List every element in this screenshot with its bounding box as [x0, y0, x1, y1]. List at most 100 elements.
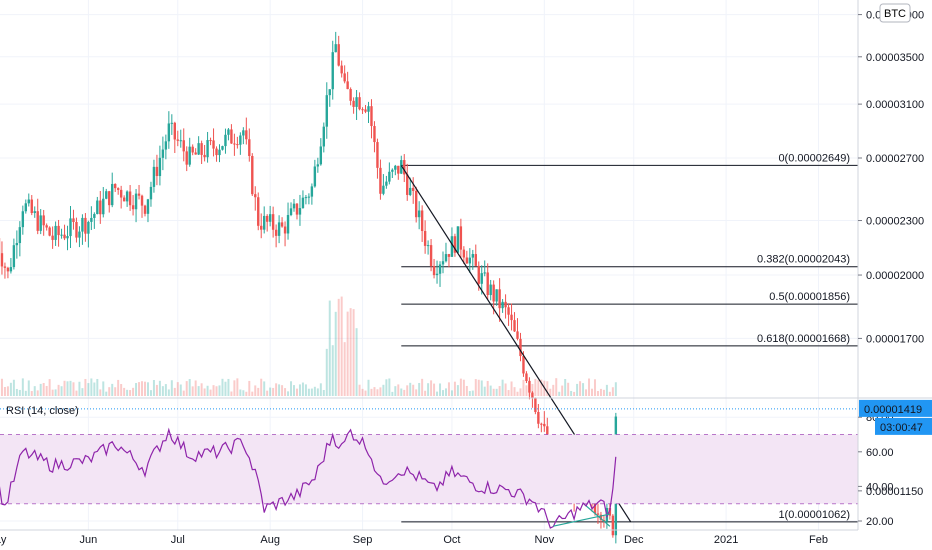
volume-bar	[164, 384, 167, 396]
rsi-pane: RSI (14, close)	[0, 397, 932, 529]
fib-level-label: 0.5(0.00001856)	[769, 291, 850, 303]
volume-bar	[439, 383, 442, 396]
volume-bar	[245, 391, 248, 396]
candle-body	[456, 226, 460, 253]
volume-bar	[167, 389, 170, 396]
volume-bar	[558, 391, 561, 396]
candle-body	[400, 160, 403, 174]
volume-bar	[436, 391, 439, 396]
candle-body	[435, 273, 439, 276]
fibonacci-levels: 0(0.00002649) 0.382(0.00002043) 0.5(0.0000…	[401, 152, 858, 523]
currency-badge	[879, 3, 911, 23]
volume-bar	[424, 390, 427, 396]
rsi-tick-label: 40.00	[866, 481, 894, 493]
rsi-title: RSI (14, close)	[6, 405, 79, 417]
volume-bar	[236, 378, 239, 396]
volume-bar	[319, 383, 322, 396]
candle-body	[39, 215, 42, 231]
volume-bar	[9, 382, 12, 396]
volume-bar	[385, 379, 388, 396]
volume-bar	[218, 385, 221, 396]
candle-body	[212, 140, 215, 149]
volume-bar	[370, 388, 373, 396]
volume-bar	[266, 390, 269, 396]
volume-bar	[388, 378, 391, 396]
candle-body	[277, 222, 281, 236]
volume-bar	[257, 387, 260, 396]
candle-body	[111, 183, 114, 206]
volume-bar	[421, 378, 424, 396]
candle-body	[78, 231, 81, 238]
volume-bar	[340, 296, 343, 396]
fib-level-label: 0.382(0.00002043)	[757, 254, 850, 266]
volume-bar	[233, 380, 236, 396]
volume-bar	[263, 381, 266, 396]
candle-body	[379, 167, 382, 194]
candle-body	[143, 205, 147, 214]
time-tick-label: Jul	[171, 534, 185, 546]
candle-body	[182, 140, 185, 152]
volume-bar	[391, 391, 394, 396]
volume-bar	[531, 383, 534, 396]
volume-bar	[179, 384, 182, 396]
candle-body	[72, 218, 75, 223]
volume-bar	[358, 384, 361, 396]
time-tick-label: May	[0, 534, 7, 546]
volume-bar	[15, 388, 18, 396]
volume-bar	[382, 384, 385, 396]
volume-bar	[108, 387, 111, 396]
volume-bar	[349, 308, 352, 396]
volume-bar	[513, 387, 516, 396]
volume-bar	[427, 383, 430, 396]
candle-body	[301, 197, 305, 209]
volume-bar	[120, 384, 123, 396]
volume-bar	[605, 384, 608, 396]
volume-bar	[343, 342, 346, 396]
candle-body	[417, 210, 421, 218]
volume-bar	[567, 382, 570, 396]
volume-bar	[412, 384, 415, 396]
candle-body	[200, 143, 203, 155]
volume-bar	[599, 388, 602, 396]
candle-body	[423, 231, 427, 246]
volume-bar	[510, 381, 513, 396]
candle-body	[292, 203, 296, 209]
volume-bar	[334, 311, 337, 396]
candle-body	[268, 214, 272, 222]
volume-bar	[355, 328, 358, 396]
candle-body	[316, 164, 320, 167]
volume-bar	[117, 379, 120, 396]
time-tick-label: Sep	[353, 534, 373, 546]
volume-bar	[293, 385, 295, 396]
volume-bar	[376, 389, 379, 396]
volume-bar	[269, 387, 272, 396]
volume-bar	[409, 382, 412, 396]
candle-body	[105, 191, 108, 199]
currency-badge-label: BTC	[884, 8, 906, 20]
candle-body	[0, 253, 4, 267]
candle-body	[483, 272, 486, 274]
volume-bar	[12, 379, 15, 396]
price-tick-label: 0.00001700	[866, 333, 924, 345]
candle-body	[140, 195, 144, 206]
volume-bar	[209, 389, 212, 396]
volume-bar	[170, 380, 173, 396]
candle-body	[593, 502, 597, 514]
candle-body	[137, 193, 141, 196]
candle-body	[477, 265, 480, 284]
candle-body	[271, 214, 275, 230]
volume-bar	[442, 390, 444, 396]
volume-bar	[418, 382, 421, 396]
candle-body	[355, 97, 358, 107]
volume-bar	[468, 391, 471, 396]
volume-bar	[87, 383, 90, 396]
volume-bar	[0, 378, 3, 396]
candle-body	[382, 185, 385, 194]
candle-body	[504, 301, 507, 308]
volume-bar	[141, 381, 144, 396]
candle-body	[233, 143, 236, 145]
candle-body	[468, 257, 472, 264]
volume-bar	[474, 379, 477, 396]
volume-bar	[239, 389, 242, 396]
